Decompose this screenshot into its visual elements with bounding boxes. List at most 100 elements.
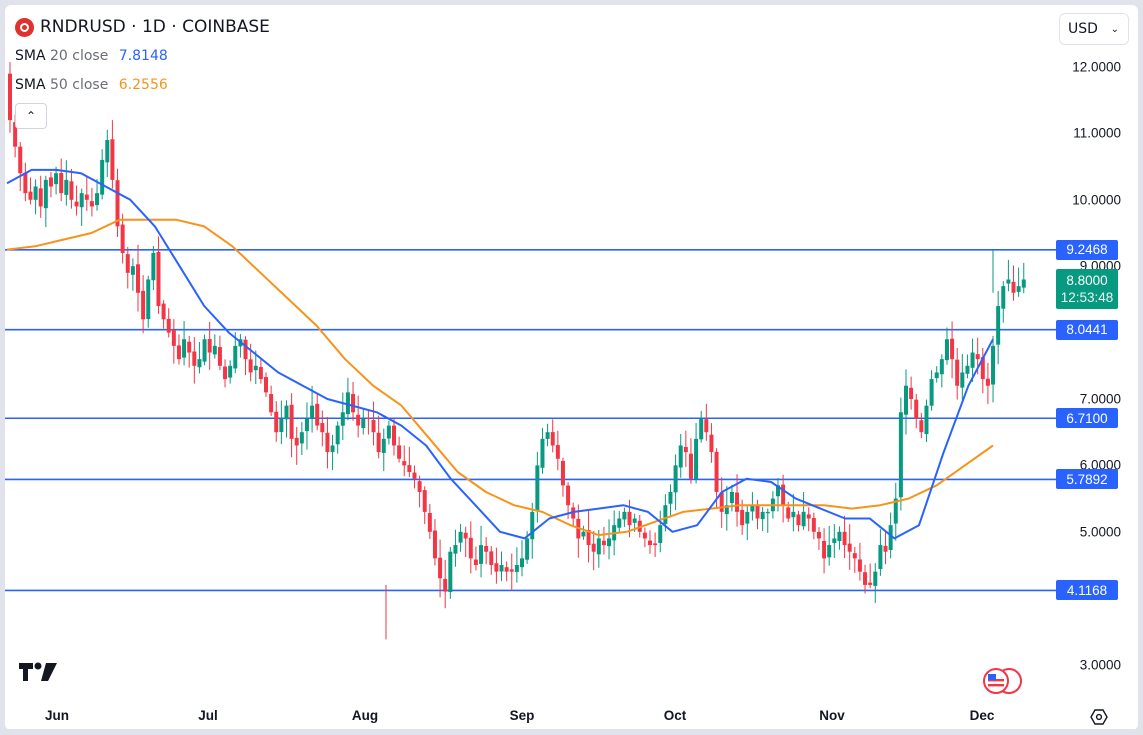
candle [653, 543, 658, 546]
candle [217, 347, 222, 366]
price-axis-tick: 5.0000 [1079, 524, 1121, 540]
us-flag-events-icon[interactable] [979, 667, 1025, 695]
candle [176, 345, 181, 360]
candle [28, 191, 33, 200]
candle [489, 551, 494, 565]
candle [955, 359, 960, 386]
candle [525, 538, 530, 560]
candle [965, 365, 970, 374]
symbol-title: RNDRUSD · 1D · COINBASE [40, 17, 270, 37]
candle [351, 393, 356, 413]
level-price-tag: 8.0441 [1056, 319, 1118, 340]
time-axis-label: Dec [969, 708, 995, 723]
chevron-down-icon: ⌄ [1110, 23, 1119, 35]
time-axis-label: Oct [663, 708, 687, 723]
candle [248, 359, 253, 373]
candle [59, 172, 64, 194]
candle [555, 445, 560, 459]
tradingview-logo-icon[interactable] [19, 660, 63, 684]
candle [847, 543, 852, 552]
candle [1001, 286, 1006, 309]
candle [898, 412, 903, 498]
candlestick-chart[interactable] [5, 5, 1138, 730]
currency-select[interactable]: USD ⌄ [1059, 13, 1129, 45]
candle [709, 434, 714, 453]
candle [197, 359, 202, 368]
indicator-sma20[interactable]: SMA 20 close 7.8148 [15, 44, 270, 68]
symbol-title-row[interactable]: RNDRUSD · 1D · COINBASE [15, 15, 270, 39]
candle [827, 545, 832, 558]
candle [392, 425, 396, 446]
candle [1021, 279, 1026, 288]
candle [581, 531, 586, 537]
candle [243, 339, 248, 360]
indicator-name: SMA [15, 77, 46, 93]
candle [975, 354, 980, 360]
candle [376, 432, 381, 453]
candle [468, 537, 473, 559]
candle [980, 357, 985, 380]
candle [412, 472, 417, 479]
candle [550, 432, 555, 446]
candle [479, 545, 484, 564]
candle [678, 445, 683, 468]
candle [146, 279, 151, 320]
candle [18, 146, 23, 174]
chart-plot-area[interactable] [5, 5, 1056, 701]
candle [386, 425, 391, 439]
candle [402, 461, 407, 466]
candle [632, 518, 637, 523]
indicator-value: 6.2556 [118, 77, 168, 93]
sma50-line[interactable] [6, 218, 994, 537]
candle [904, 385, 908, 415]
candle [151, 252, 156, 281]
candle [335, 425, 340, 445]
candle [560, 460, 565, 486]
candle [463, 532, 468, 539]
level-price-tag: 6.7100 [1056, 408, 1118, 429]
candle [924, 405, 929, 435]
candle [422, 490, 427, 512]
candle [688, 453, 693, 479]
candle [120, 224, 125, 253]
candle [141, 290, 146, 320]
candle [228, 365, 233, 378]
candle [776, 485, 780, 497]
candle [233, 345, 238, 369]
candle [786, 507, 791, 519]
candle [816, 531, 821, 539]
sma20-line[interactable] [6, 168, 994, 540]
chevron-up-icon: ⌃ [25, 109, 37, 123]
candle [499, 565, 504, 572]
price-axis-tick: 10.0000 [1072, 192, 1121, 208]
candle [837, 531, 842, 542]
candle [514, 565, 519, 572]
candle [852, 553, 857, 559]
candle [996, 306, 1001, 345]
settings-icon[interactable] [1089, 707, 1109, 727]
candle [79, 193, 84, 208]
candle [765, 511, 770, 514]
collapse-legend-button[interactable]: ⌃ [15, 103, 47, 129]
indicator-sma50[interactable]: SMA 50 close 6.2556 [15, 73, 270, 97]
candle [125, 254, 130, 273]
candle [586, 529, 591, 546]
render-token-logo-icon [15, 17, 34, 37]
candle [274, 411, 279, 433]
candle [939, 359, 944, 375]
candle [950, 338, 955, 360]
candle [417, 481, 422, 492]
bar-countdown: 12:53:48 [1060, 290, 1114, 305]
candle [110, 139, 115, 180]
price-axis-tick: 12.0000 [1072, 59, 1121, 75]
candle [535, 465, 540, 511]
candle [33, 186, 38, 200]
indicator-value: 7.8148 [118, 48, 168, 64]
candle [136, 264, 140, 293]
candle [683, 446, 688, 453]
candle [427, 513, 432, 532]
candle [48, 177, 53, 187]
candle [863, 572, 868, 585]
candle [315, 403, 320, 426]
candle [361, 418, 366, 429]
